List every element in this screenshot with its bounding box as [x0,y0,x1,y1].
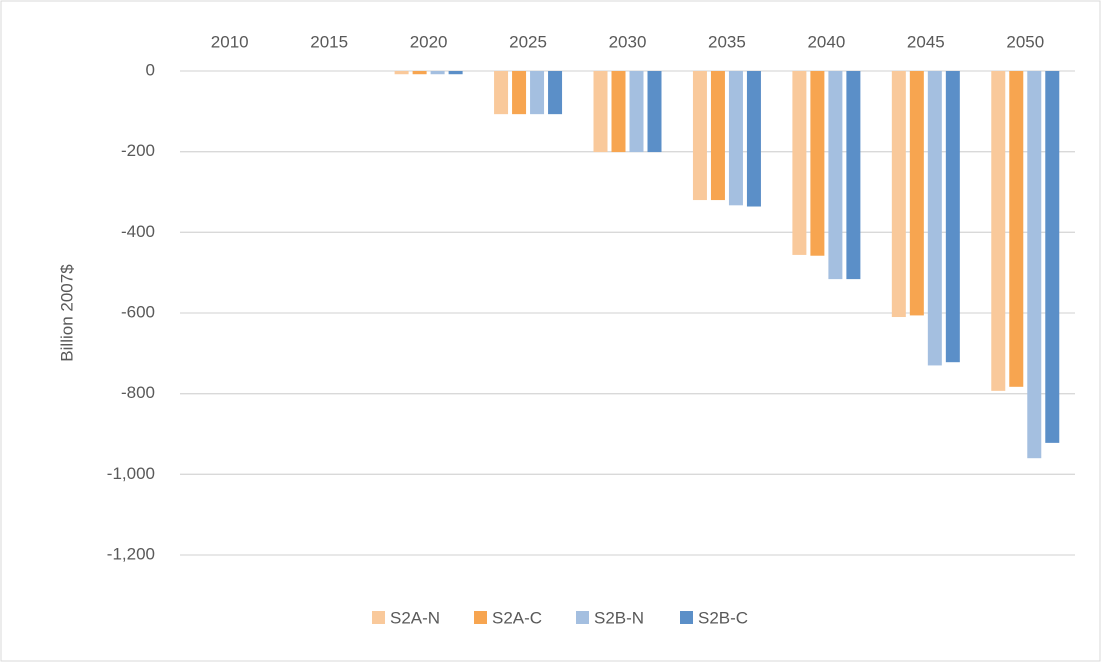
y-tick-label: -600 [121,302,155,321]
bar [891,71,906,318]
legend-label: S2A-N [390,608,440,627]
bar [692,71,707,201]
x-tick-label: 2030 [609,32,647,51]
bar [746,71,761,207]
x-tick-label: 2015 [310,32,348,51]
bar [909,71,924,316]
legend-label: S2B-N [594,608,644,627]
bar [629,71,644,153]
bar [1045,71,1060,443]
bar [430,71,445,75]
bar [548,71,563,115]
bar [530,71,545,115]
x-tick-label: 2040 [807,32,845,51]
y-tick-label: -1,200 [107,544,155,563]
y-tick-label: -1,000 [107,464,155,483]
legend-swatch [680,611,693,624]
y-axis-title: Billion 2007$ [57,264,76,362]
bar [846,71,861,280]
legend-label: S2B-C [698,608,748,627]
y-tick-label: 0 [146,60,155,79]
x-tick-label: 2050 [1006,32,1044,51]
bar [394,71,409,75]
legend-swatch [474,611,487,624]
bar [927,71,942,366]
bar [945,71,960,363]
bar [494,71,509,115]
bar [792,71,807,255]
bar [1027,71,1042,459]
legend-swatch [576,611,589,624]
x-tick-label: 2020 [410,32,448,51]
bar [412,71,427,75]
bar [728,71,743,206]
bar [1009,71,1024,387]
bar [991,71,1006,391]
x-tick-label: 2045 [907,32,945,51]
bar [593,71,608,153]
bar [512,71,527,115]
legend-swatch [372,611,385,624]
y-tick-label: -800 [121,383,155,402]
y-tick-label: -200 [121,141,155,160]
bar [448,71,463,75]
bar [710,71,725,201]
bar [611,71,626,153]
x-tick-label: 2010 [211,32,249,51]
bar [647,71,662,153]
legend-label: S2A-C [492,608,542,627]
x-tick-label: 2025 [509,32,547,51]
y-tick-label: -400 [121,222,155,241]
x-tick-label: 2035 [708,32,746,51]
bar [810,71,825,256]
bar [828,71,843,280]
